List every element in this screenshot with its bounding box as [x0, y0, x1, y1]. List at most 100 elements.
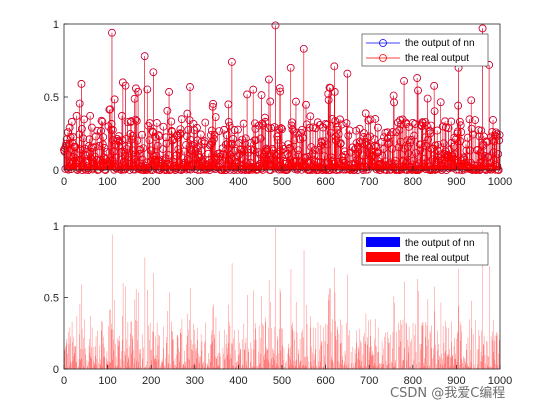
- real-point: [275, 84, 284, 92]
- real-point: [290, 136, 299, 145]
- real-point: [490, 131, 499, 140]
- real-point: [423, 94, 432, 103]
- real-point: [310, 151, 319, 160]
- real-point: [430, 82, 439, 90]
- real-point: [80, 115, 88, 124]
- real-point: [100, 144, 109, 152]
- real-point: [454, 101, 462, 110]
- top-xtick-label: 600: [316, 176, 334, 188]
- real-point: [456, 117, 464, 126]
- real-point: [99, 133, 108, 141]
- real-point: [366, 132, 374, 141]
- real-point: [86, 111, 95, 120]
- real-point: [384, 134, 392, 143]
- top-xtick-label: 800: [404, 176, 422, 188]
- real-point: [153, 119, 161, 127]
- real-point: [336, 140, 345, 148]
- real-point: [399, 156, 408, 165]
- real-point: [459, 154, 468, 163]
- real-point: [384, 140, 393, 148]
- real-point: [490, 137, 499, 146]
- real-point: [460, 156, 469, 164]
- real-point: [371, 141, 379, 150]
- real-point: [133, 136, 142, 145]
- real-point: [71, 142, 80, 151]
- real-point: [97, 116, 106, 125]
- real-point: [259, 121, 268, 130]
- real-point: [143, 85, 152, 94]
- real-point: [285, 144, 294, 152]
- real-point: [254, 148, 263, 156]
- real-point: [495, 136, 503, 145]
- real-point: [444, 124, 453, 132]
- real-point: [491, 160, 500, 169]
- real-point: [215, 127, 224, 135]
- real-point: [105, 105, 114, 114]
- real-point: [331, 117, 340, 125]
- real-point: [176, 129, 184, 138]
- real-point: [329, 165, 337, 174]
- real-point: [453, 127, 462, 136]
- real-point: [67, 118, 76, 126]
- real-point: [413, 74, 422, 82]
- real-point: [374, 123, 382, 132]
- real-point: [278, 125, 286, 133]
- real-point: [371, 115, 380, 123]
- bottom-series-bars: [64, 227, 501, 369]
- real-point: [313, 118, 322, 127]
- real-point: [483, 138, 491, 147]
- real-point: [138, 130, 146, 139]
- real-point: [131, 115, 140, 124]
- real-point: [91, 142, 100, 151]
- real-point: [480, 151, 489, 160]
- real-point: [167, 117, 176, 126]
- real-point: [106, 105, 115, 114]
- real-point: [407, 135, 415, 144]
- real-point: [441, 117, 449, 126]
- real-point: [168, 136, 177, 145]
- real-point: [447, 117, 456, 126]
- real-point: [75, 99, 84, 108]
- real-point: [184, 126, 193, 134]
- real-point: [330, 88, 339, 96]
- real-point: [396, 116, 405, 124]
- real-point: [397, 165, 406, 174]
- real-point: [292, 128, 301, 137]
- top-xtick-label: 900: [447, 176, 465, 188]
- real-point: [76, 157, 84, 166]
- real-point: [431, 141, 440, 150]
- real-point: [78, 124, 86, 133]
- real-point: [148, 127, 157, 136]
- real-point: [106, 160, 115, 168]
- real-point: [190, 126, 199, 134]
- real-point: [353, 155, 361, 164]
- real-point: [98, 117, 107, 126]
- real-point: [274, 150, 282, 158]
- real-point: [262, 147, 270, 156]
- real-point: [358, 151, 367, 160]
- real-point: [333, 122, 341, 131]
- real-point: [175, 158, 183, 167]
- real-point: [225, 121, 234, 130]
- real-point: [149, 68, 158, 77]
- real-point: [210, 135, 218, 143]
- real-point: [344, 131, 353, 140]
- real-point: [493, 162, 502, 170]
- real-point: [345, 126, 354, 135]
- top-xtick-label: 500: [273, 176, 291, 188]
- real-point: [475, 132, 484, 141]
- real-point: [152, 151, 161, 160]
- real-point: [228, 58, 236, 66]
- real-point: [162, 139, 171, 148]
- real-point: [288, 118, 296, 127]
- real-point: [307, 143, 316, 151]
- top-axis-ticks: 0 100 200 300 400 500 600 700 800 900 1000 0 0.5 1: [44, 19, 513, 188]
- top-xtick-label: 300: [186, 176, 204, 188]
- real-point: [210, 130, 219, 139]
- real-point: [87, 143, 95, 152]
- real-point: [471, 116, 479, 124]
- real-point: [91, 132, 100, 141]
- real-point: [226, 151, 235, 159]
- top-ytick-label: 1: [53, 19, 59, 31]
- real-point: [162, 133, 170, 142]
